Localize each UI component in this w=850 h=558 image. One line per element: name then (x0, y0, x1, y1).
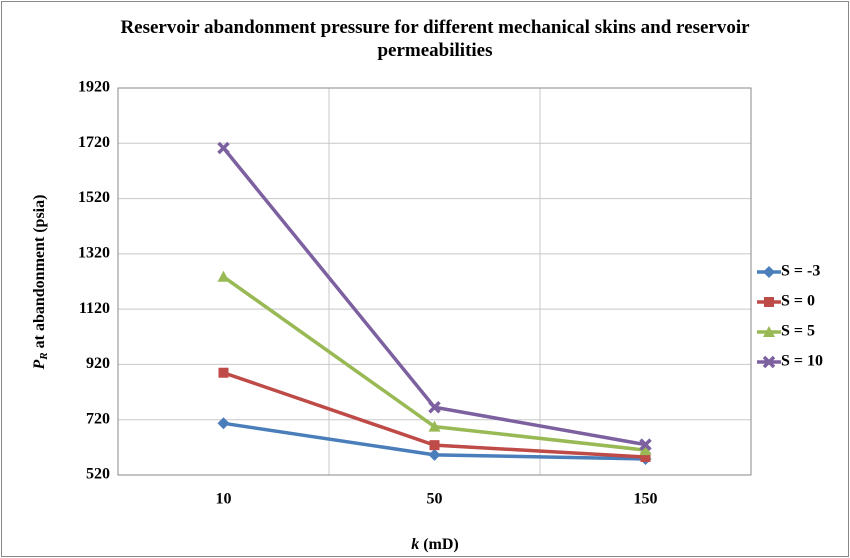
legend-label: S = 10 (781, 353, 823, 370)
legend-marker (764, 297, 774, 307)
x-tick-label: 10 (216, 491, 232, 508)
y-label-text: at abandonment (psia) (31, 195, 48, 353)
y-axis-label: PR at abandonment (psia) (31, 195, 50, 371)
marker (429, 440, 440, 451)
legend-label: S = -3 (781, 263, 820, 280)
y-tick-label: 520 (86, 466, 110, 483)
legend-label: S = 5 (781, 323, 815, 340)
legend-marker (762, 355, 776, 369)
chart-title: Reservoir abandonment pressure for diffe… (120, 17, 750, 61)
x-tick-label: 50 (427, 491, 443, 508)
marker (428, 420, 441, 432)
marker (218, 367, 229, 378)
y-label-symbol: P (31, 359, 48, 370)
y-tick-label: 920 (86, 355, 110, 372)
marker (428, 448, 441, 461)
y-tick-label: 1520 (78, 189, 110, 206)
y-label-subscript: R (38, 352, 50, 360)
marker (640, 452, 651, 463)
marker (217, 270, 230, 282)
x-label-symbol: k (411, 536, 419, 553)
marker (639, 444, 652, 456)
y-tick-label: 720 (86, 410, 110, 427)
marker (217, 141, 230, 155)
legend-marker (763, 326, 775, 337)
marker (217, 417, 230, 430)
y-tick-label: 1920 (78, 79, 110, 96)
y-tick-label: 1120 (79, 300, 110, 317)
plot-border (117, 87, 752, 476)
marker (428, 401, 441, 414)
x-axis-label: k (mD) (411, 536, 459, 553)
legend-marker (763, 266, 775, 278)
legend-label: S = 0 (781, 293, 815, 310)
x-label-text: (mD) (419, 536, 459, 553)
x-tick-label: 150 (634, 491, 658, 508)
y-tick-label: 1320 (78, 245, 110, 262)
y-tick-label: 1720 (78, 134, 110, 151)
marker (639, 438, 652, 451)
